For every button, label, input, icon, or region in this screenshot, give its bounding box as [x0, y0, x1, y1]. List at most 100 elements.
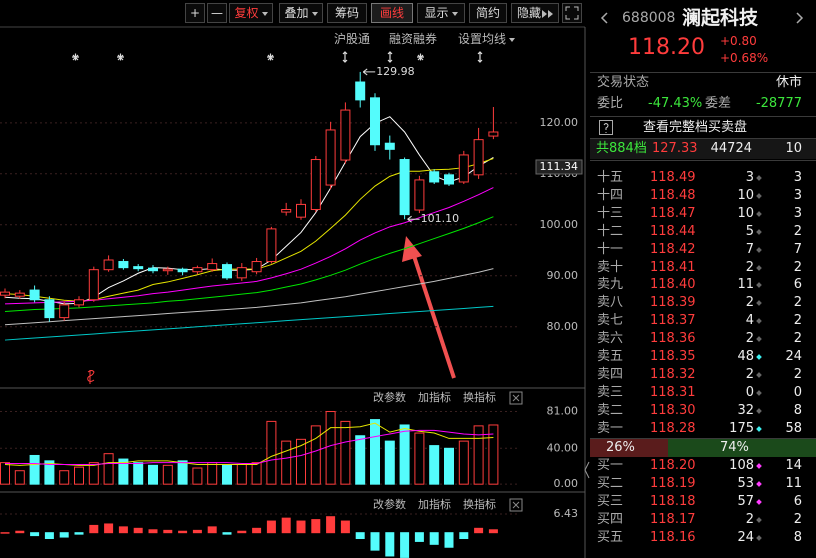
indicator-bar	[15, 530, 25, 534]
chart-tag[interactable]: 融资融券	[389, 32, 438, 46]
volume-bar	[429, 445, 440, 485]
event-markers	[72, 51, 483, 63]
volume-bar	[74, 466, 84, 485]
book-level: 卖五	[597, 349, 624, 364]
full-book-link[interactable]: 查看完整档买卖盘	[643, 120, 748, 135]
y-tick-label: 81.00	[547, 405, 579, 418]
book-count: 6	[793, 493, 802, 509]
book-volume: 2	[745, 259, 754, 275]
book-price: 118.41	[650, 259, 696, 275]
candle-body	[266, 228, 277, 263]
book-level: 十五	[597, 170, 624, 185]
indicator-bar	[148, 529, 158, 534]
book-dot	[756, 175, 762, 181]
price-marker-box	[535, 159, 583, 175]
candle-body	[384, 142, 395, 150]
fullscreen-button[interactable]	[562, 3, 582, 23]
book-level: 买一	[597, 458, 624, 473]
book-count: 2	[793, 313, 802, 329]
candle-body	[488, 131, 499, 137]
toolbar-button[interactable]: 简约	[469, 3, 507, 23]
caret	[451, 11, 458, 16]
prev-icon[interactable]	[598, 11, 612, 25]
book-level: 十四	[597, 187, 624, 203]
toolbar-button[interactable]: 显示	[417, 3, 465, 23]
divider	[590, 160, 816, 161]
y-tick-label: 40.00	[547, 441, 579, 454]
indicator-bar	[311, 519, 321, 534]
toolbar-button[interactable]: 画线	[371, 3, 413, 23]
toolbar-button[interactable]: 筹码	[327, 3, 367, 23]
book-level: 十三	[597, 205, 624, 221]
candle-body	[74, 299, 84, 306]
chart-tag[interactable]: 沪股通	[334, 32, 371, 46]
book-volume: 5	[745, 223, 754, 239]
candle-body	[59, 304, 70, 319]
volume-bar	[399, 424, 410, 485]
help-icon[interactable]	[599, 120, 613, 135]
book-level: 买五	[597, 529, 624, 545]
panel-tool[interactable]: 改参数	[373, 497, 406, 511]
candle-body	[399, 159, 410, 216]
indicator-bar	[370, 532, 380, 551]
indicator-bar	[340, 520, 350, 534]
book-level: 卖六	[597, 331, 624, 347]
toolbar-button[interactable]: 隐藏	[511, 3, 559, 23]
candle-body	[429, 171, 440, 183]
candle-body	[29, 289, 40, 301]
toolbar-button[interactable]: —	[207, 3, 227, 23]
volume-bar	[384, 440, 395, 485]
annotation-arrow	[407, 215, 420, 223]
volume-bar	[281, 440, 292, 485]
candle-body	[444, 174, 454, 185]
book-volume: 57	[737, 493, 754, 509]
book-count: 24	[785, 349, 802, 364]
panel-tool[interactable]: 改参数	[373, 390, 406, 404]
annotation-arrow	[362, 68, 376, 76]
book-dot	[756, 407, 762, 414]
candle-body	[14, 292, 25, 297]
book-volume: 0	[745, 384, 754, 400]
panel-tool[interactable]: 加指标	[418, 497, 451, 511]
book-dot	[756, 193, 762, 199]
candle-body	[118, 261, 129, 269]
ratio-label: 委比	[597, 96, 624, 111]
panel-close[interactable]	[509, 498, 523, 512]
average-line	[4, 422, 494, 466]
book-count: 0	[793, 384, 802, 400]
collapse-handle[interactable]	[584, 461, 590, 479]
book-price: 118.49	[650, 170, 696, 185]
candle-body	[162, 268, 173, 272]
volume-bar	[118, 458, 129, 485]
book-price: 118.47	[650, 205, 696, 221]
toolbar-button[interactable]: 叠加	[279, 3, 323, 23]
candle-body	[222, 264, 232, 279]
book-level: 买二	[597, 475, 624, 491]
book-volume: 2	[745, 295, 754, 311]
book-dot	[756, 354, 762, 360]
book-volume: 24	[737, 529, 754, 545]
chart-tag[interactable]: 设置均线	[458, 30, 516, 47]
panel-tool[interactable]: 换指标	[463, 390, 496, 404]
panel-tool[interactable]: 换指标	[463, 497, 496, 511]
volume-bar	[310, 425, 321, 485]
toolbar-button[interactable]: 复权	[229, 3, 273, 23]
average-line	[5, 429, 494, 465]
annotation-label: 101.10	[421, 212, 460, 225]
panel-close[interactable]	[509, 391, 523, 405]
toolbar-button[interactable]: +	[185, 3, 205, 23]
book-volume: 10	[737, 205, 754, 221]
candle-body	[44, 299, 55, 319]
next-icon[interactable]	[792, 11, 806, 25]
indicator-bar	[281, 517, 291, 534]
volume-bar	[325, 411, 336, 485]
buy-share: 74%	[720, 440, 749, 455]
diff-value: -28777	[755, 96, 802, 111]
panel-tool[interactable]: 加指标	[418, 390, 451, 404]
volume-bar	[222, 464, 232, 485]
candle-body	[355, 81, 366, 101]
divider	[590, 138, 816, 139]
book-price: 118.35	[650, 349, 696, 364]
book-price: 118.19	[650, 475, 696, 491]
caret	[311, 11, 318, 16]
